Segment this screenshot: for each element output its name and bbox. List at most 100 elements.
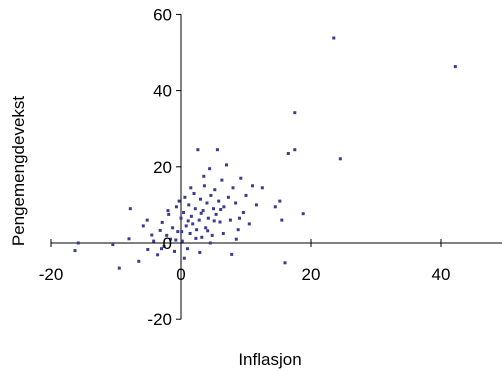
data-point [158,228,162,232]
data-point [201,209,205,213]
data-point [293,148,297,152]
data-point [215,148,219,152]
data-point [214,212,218,216]
data-point [293,111,297,115]
data-point [212,207,215,211]
data-point [128,207,132,211]
y-tick-label: -20 [147,310,172,329]
data-point [195,228,199,232]
x-tick-label: 0 [176,265,185,284]
data-point [76,241,80,245]
data-point [137,259,141,263]
data-points [73,36,457,270]
data-point [213,188,217,192]
data-point [251,184,254,188]
data-point [198,251,202,254]
data-point [206,216,210,220]
data-point [228,218,232,222]
data-point [194,236,198,240]
data-point [169,237,173,241]
data-point [332,36,336,40]
data-point [186,247,189,251]
data-point [241,211,245,214]
data-point [199,197,202,201]
data-point [234,237,238,241]
data-point [127,237,131,241]
data-point [177,199,181,203]
data-point [179,216,183,220]
x-tick-label: -20 [39,265,64,284]
data-point [205,201,209,205]
data-point [145,218,149,222]
data-point [162,244,166,248]
data-point [278,199,282,203]
data-point [202,184,206,188]
data-point [301,212,305,216]
data-point [188,232,192,235]
data-point [186,219,190,223]
data-point [200,235,204,239]
y-tick-label: 20 [153,158,172,177]
data-point [191,222,195,226]
data-point [174,205,178,209]
data-point [247,222,251,226]
data-point [208,167,212,171]
data-point [199,211,203,215]
data-point [197,218,201,222]
data-point [187,203,191,207]
data-point [218,220,222,224]
data-point [196,148,200,152]
chart-axes [50,13,502,320]
tick-labels: -20 0 20 40 -20 0 20 40 60 [39,5,451,329]
data-point [183,195,187,199]
data-point [238,216,241,220]
x-tick-label: 20 [302,265,321,284]
data-point [273,205,277,209]
data-point [117,266,121,270]
data-point [221,232,225,235]
data-point [150,233,154,237]
data-point [189,214,193,218]
data-point [220,178,224,182]
x-axis-title: Inflasjon [238,350,301,369]
data-point [231,186,235,190]
data-point [146,248,150,251]
data-point [283,261,287,265]
data-point [208,241,212,245]
y-axis-title: Pengemengdevekst [9,96,28,247]
data-point [210,233,214,237]
data-point [180,230,184,234]
y-tick-label: 60 [153,5,172,24]
data-point [173,249,176,253]
data-point [209,193,213,197]
data-point [176,230,180,234]
data-point [206,229,210,233]
data-point [254,203,258,207]
data-point [239,176,243,180]
data-point [338,157,342,161]
data-point [166,209,170,213]
y-tick-label: 0 [163,234,172,253]
data-point [182,211,186,214]
data-point [184,224,188,228]
data-point [189,186,193,190]
data-point [73,249,77,253]
data-point [180,239,184,243]
data-point [236,228,240,232]
data-point [286,152,290,155]
data-point [141,224,145,228]
data-point [202,174,206,178]
data-point [225,163,228,167]
data-point [204,226,208,230]
data-point [171,226,175,230]
data-point [167,212,171,216]
data-point [230,252,234,256]
data-point [165,233,169,237]
data-point [217,199,221,203]
data-point [160,247,163,251]
data-point [244,193,248,197]
data-point [182,256,186,260]
data-point [156,253,160,257]
data-point [192,192,196,195]
